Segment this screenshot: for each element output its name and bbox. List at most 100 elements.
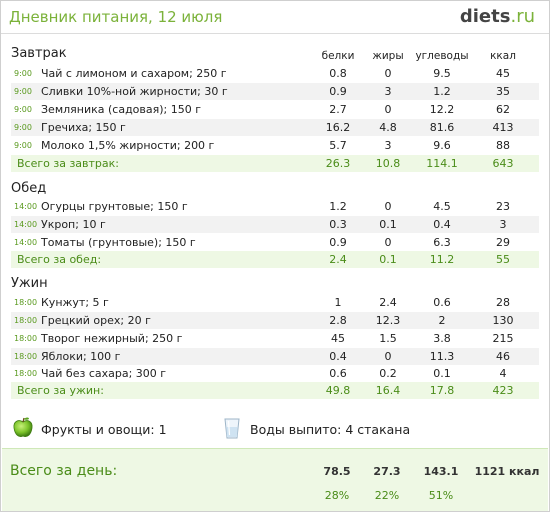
total-carbs: 17.8 xyxy=(429,384,455,397)
item-fat: 3 xyxy=(384,85,392,98)
item-time: 14:00 xyxy=(14,202,38,211)
item-name: Укроп; 10 г xyxy=(41,218,106,231)
header: Дневник питания, 12 июля diets.ru xyxy=(1,1,549,33)
item-protein: 0.9 xyxy=(329,236,347,249)
total-carbs: 114.1 xyxy=(426,157,458,170)
table-row: 18:00 Чай без сахара; 300 г 0.6 0.2 0.1 … xyxy=(11,365,539,382)
item-kcal: 35 xyxy=(496,85,510,98)
day-total-panel: Всего за день: 78.5 27.3 143.1 1121 ккал… xyxy=(2,448,548,511)
item-carbs: 9.6 xyxy=(433,139,451,152)
item-kcal: 46 xyxy=(496,350,510,363)
table-row: 9:00 Гречиха; 150 г 16.2 4.8 81.6 413 xyxy=(11,119,539,136)
item-carbs: 0.1 xyxy=(433,367,451,380)
table-row: 14:00 Укроп; 10 г 0.3 0.1 0.4 3 xyxy=(11,216,539,233)
table-row: 18:00 Яблоки; 100 г 0.4 0 11.3 46 xyxy=(11,348,539,365)
item-kcal: 28 xyxy=(496,296,510,309)
item-fat: 0 xyxy=(384,200,392,213)
table-row: 14:00 Томаты (грунтовые); 150 г 0.9 0 6.… xyxy=(11,234,539,251)
item-protein: 2.7 xyxy=(329,103,347,116)
item-kcal: 3 xyxy=(499,218,507,231)
column-kcal-header: ккал xyxy=(490,50,516,62)
table-row: 9:00 Чай с лимоном и сахаром; 250 г 0.8 … xyxy=(11,65,539,82)
item-time: 9:00 xyxy=(14,87,32,96)
item-fat: 12.3 xyxy=(375,314,401,327)
brand-logo[interactable]: diets.ru xyxy=(460,6,535,27)
column-fat-header: жиры xyxy=(372,50,404,62)
brand-tld: .ru xyxy=(510,6,535,27)
item-name: Яблоки; 100 г xyxy=(41,350,121,363)
item-time: 18:00 xyxy=(14,369,38,378)
item-carbs: 1.2 xyxy=(433,85,451,98)
meal-total-label: Всего за завтрак: xyxy=(17,157,120,170)
table-row: 9:00 Молоко 1,5% жирности; 200 г 5.7 3 9… xyxy=(11,137,539,154)
item-kcal: 29 xyxy=(496,236,510,249)
fruits-veg-counter: Фрукты и овощи: 1 xyxy=(11,414,211,442)
item-name: Творог нежирный; 250 г xyxy=(41,332,183,345)
item-time: 18:00 xyxy=(14,316,38,325)
total-protein: 49.8 xyxy=(325,384,351,397)
item-protein: 0.8 xyxy=(329,67,347,80)
item-fat: 0.1 xyxy=(379,218,397,231)
item-protein: 0.6 xyxy=(329,367,347,380)
meal-total-label: Всего за обед: xyxy=(17,253,102,266)
item-fat: 4.8 xyxy=(379,121,397,134)
meal-total-row: Всего за завтрак: 26.3 10.8 114.1 643 xyxy=(11,155,539,172)
table-row: 14:00 Огурцы грунтовые; 150 г 1.2 0 4.5 … xyxy=(11,198,539,215)
item-protein: 0.3 xyxy=(329,218,347,231)
table-row: 18:00 Грецкий орех; 20 г 2.8 12.3 2 130 xyxy=(11,312,539,329)
item-fat: 0 xyxy=(384,350,392,363)
item-kcal: 45 xyxy=(496,67,510,80)
item-name: Огурцы грунтовые; 150 г xyxy=(41,200,188,213)
day-total-fat: 27.3 xyxy=(373,465,401,478)
item-kcal: 413 xyxy=(492,121,514,134)
item-fat: 2.4 xyxy=(379,296,397,309)
brand-name: diets xyxy=(459,6,511,27)
total-fat: 0.1 xyxy=(379,253,397,266)
day-total-protein: 78.5 xyxy=(323,465,351,478)
table-row: 9:00 Земляника (садовая); 150 г 2.7 0 12… xyxy=(11,101,539,118)
item-protein: 1.2 xyxy=(329,200,347,213)
item-fat: 1.5 xyxy=(379,332,397,345)
item-name: Молоко 1,5% жирности; 200 г xyxy=(41,139,215,152)
item-name: Грецкий орех; 20 г xyxy=(41,314,151,327)
item-protein: 1 xyxy=(334,296,342,309)
item-time: 14:00 xyxy=(14,220,38,229)
protein-percent: 28% xyxy=(324,489,350,502)
item-time: 9:00 xyxy=(14,69,32,78)
day-total-carbs: 143.1 xyxy=(423,465,459,478)
table-row: 18:00 Кунжут; 5 г 1 2.4 0.6 28 xyxy=(11,294,539,311)
total-fat: 10.8 xyxy=(375,157,401,170)
item-carbs: 0.6 xyxy=(433,296,451,309)
meal-title-breakfast: Завтрак xyxy=(11,46,67,61)
item-name: Чай с лимоном и сахаром; 250 г xyxy=(41,67,227,80)
total-carbs: 11.2 xyxy=(429,253,455,266)
item-time: 9:00 xyxy=(14,141,32,150)
apple-icon xyxy=(11,416,35,440)
item-name: Томаты (грунтовые); 150 г xyxy=(41,236,196,249)
item-kcal: 4 xyxy=(499,367,507,380)
fruits-veg-label: Фрукты и овощи: 1 xyxy=(41,422,167,437)
item-name: Чай без сахара; 300 г xyxy=(41,367,167,380)
item-fat: 3 xyxy=(384,139,392,152)
glass-icon xyxy=(220,416,244,440)
total-protein: 26.3 xyxy=(325,157,351,170)
item-name: Гречиха; 150 г xyxy=(41,121,126,134)
item-kcal: 62 xyxy=(496,103,510,116)
item-name: Кунжут; 5 г xyxy=(41,296,109,309)
column-protein-header: белки xyxy=(321,50,355,62)
fat-percent: 22% xyxy=(374,489,400,502)
meal-title-lunch: Обед xyxy=(11,181,47,196)
water-counter: Воды выпито: 4 стакана xyxy=(220,414,450,442)
day-total-kcal: 1121 ккал xyxy=(474,465,540,478)
item-carbs: 9.5 xyxy=(433,67,451,80)
item-kcal: 130 xyxy=(492,314,514,327)
item-fat: 0 xyxy=(384,236,392,249)
column-carbs-header: углеводы xyxy=(415,50,469,62)
total-fat: 16.4 xyxy=(375,384,401,397)
item-time: 18:00 xyxy=(14,352,38,361)
item-fat: 0.2 xyxy=(379,367,397,380)
table-row: 9:00 Сливки 10%-ной жирности; 30 г 0.9 3… xyxy=(11,83,539,100)
meal-total-label: Всего за ужин: xyxy=(17,384,104,397)
item-carbs: 6.3 xyxy=(433,236,451,249)
